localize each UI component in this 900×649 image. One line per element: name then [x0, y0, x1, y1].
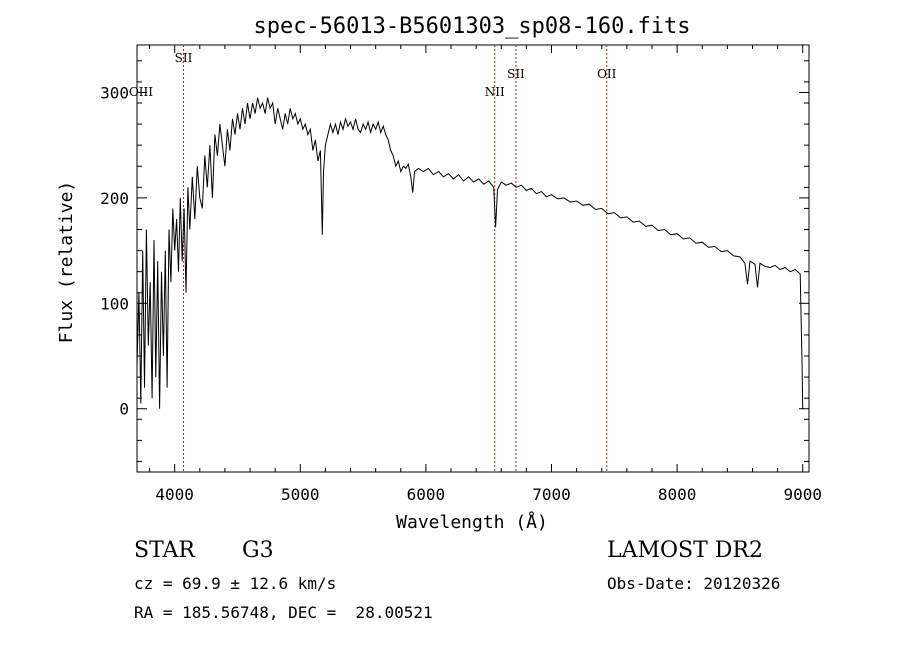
y-axis: 0 100 200 300	[100, 60, 809, 462]
line-marker-label: OIII	[129, 85, 153, 99]
y-tick-label: 0	[119, 400, 129, 419]
line-marker-label: NII	[485, 85, 505, 99]
y-tick-label: 100	[100, 294, 129, 313]
object-type: STAR	[134, 538, 195, 563]
x-tick-label: 9000	[783, 485, 822, 504]
chart-title: spec-56013-B5601303_sp08-160.fits	[253, 14, 690, 39]
line-marker-label: SII	[175, 51, 193, 65]
y-tick-label: 300	[100, 83, 129, 102]
observation-date: Obs-Date: 20120326	[607, 574, 781, 593]
y-axis-label: Flux (relative)	[56, 181, 77, 344]
x-axis-label: Wavelength (Å)	[396, 511, 548, 533]
x-tick-label: 4000	[155, 485, 194, 504]
line-marker-label: OII	[597, 67, 617, 81]
x-axis: 4000 5000 6000 7000 8000 9000	[149, 45, 822, 504]
x-tick-label: 7000	[532, 485, 571, 504]
spectrum-line	[136, 97, 804, 409]
coordinates: RA = 185.56748, DEC = 28.00521	[134, 603, 433, 622]
plot-frame	[136, 44, 810, 473]
x-tick-label: 8000	[658, 485, 697, 504]
x-tick-label: 5000	[281, 485, 320, 504]
survey-name: LAMOST DR2	[607, 538, 763, 563]
subclass: G3	[242, 538, 274, 563]
x-tick-label: 6000	[407, 485, 446, 504]
redshift-velocity: cz = 69.9 ± 12.6 km/s	[134, 574, 337, 593]
y-tick-label: 200	[100, 189, 129, 208]
line-marker-label: SII	[507, 67, 525, 81]
